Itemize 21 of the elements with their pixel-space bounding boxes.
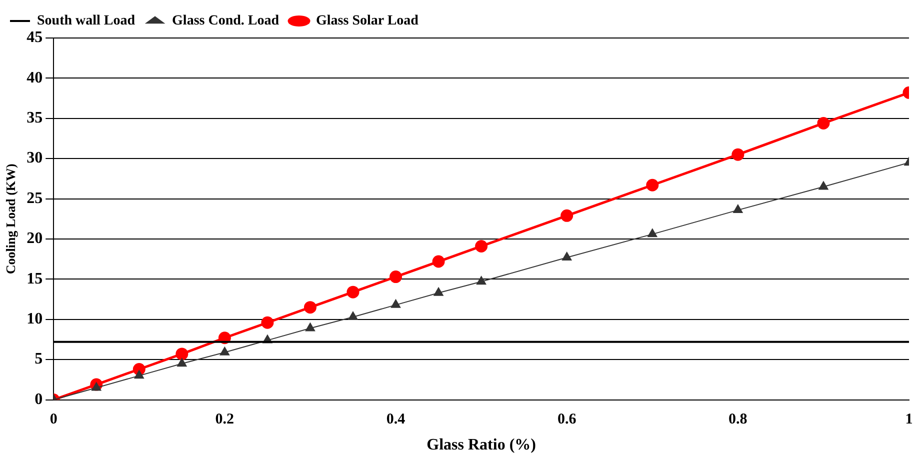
legend-label: Glass Cond. Load: [172, 14, 280, 29]
x-tick-label: 0.8: [728, 412, 748, 428]
x-axis-title: Glass Ratio (%): [426, 436, 536, 454]
y-tick-label: 10: [26, 310, 43, 328]
legend-label: South wall Load: [37, 14, 136, 29]
x-tick-label: 0: [50, 412, 58, 428]
x-tick-label: 0.6: [557, 412, 577, 428]
y-tick-label: 40: [26, 69, 43, 86]
x-tick-label: 1: [905, 412, 913, 428]
y-axis-title: Cooling Load (KW): [3, 164, 18, 274]
y-tick-label: 5: [34, 350, 43, 368]
x-tick-label: 0.4: [386, 412, 406, 428]
y-tick-label: 30: [26, 150, 43, 167]
y-tick-label: 25: [26, 190, 43, 207]
y-tick-label: 0: [34, 390, 43, 408]
legend-label: Glass Solar Load: [316, 14, 419, 29]
x-tick-label: 0.2: [215, 412, 234, 428]
y-tick-label: 35: [26, 110, 43, 127]
y-tick-label: 45: [26, 29, 43, 46]
y-tick-label: 20: [26, 230, 43, 248]
y-tick-label: 15: [26, 270, 43, 288]
